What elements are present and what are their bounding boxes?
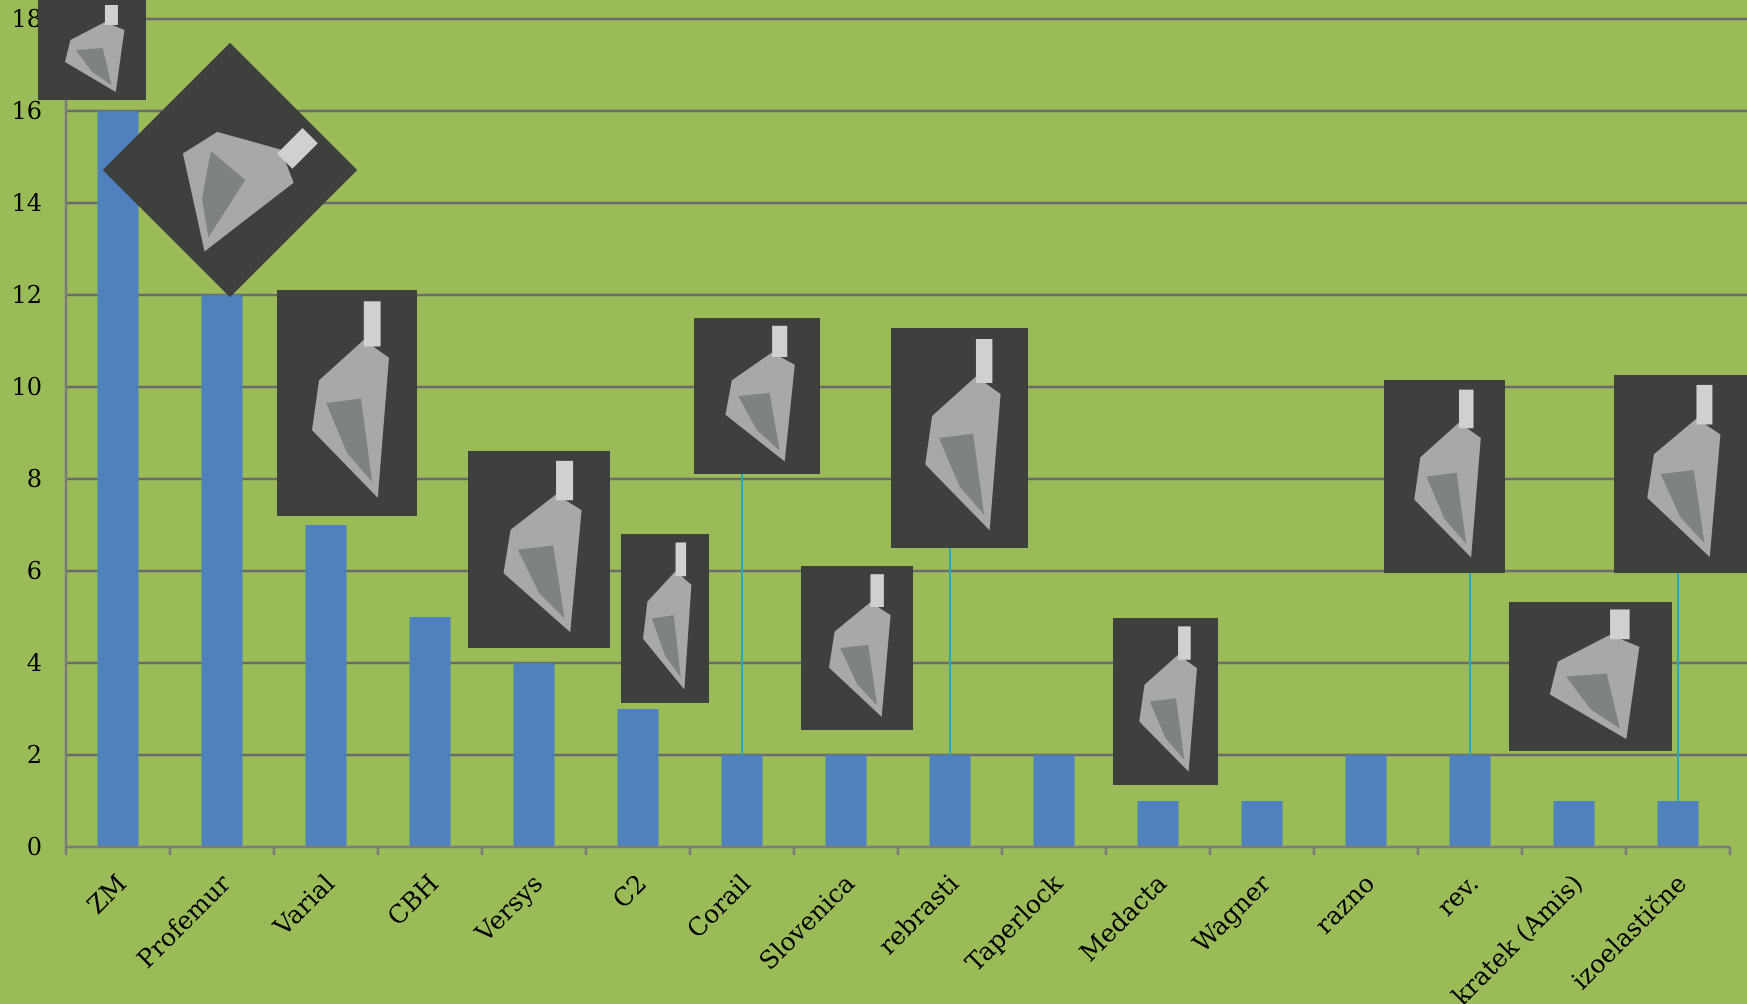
stem-texture: [938, 433, 985, 515]
stem-texture: [738, 392, 780, 451]
bar: [617, 709, 659, 847]
bar: [1449, 755, 1491, 847]
y-tick-label: 10: [11, 373, 42, 401]
bar: [409, 617, 451, 847]
stem-texture: [1660, 470, 1705, 544]
stem-neck: [277, 127, 318, 169]
stem-photo: [694, 318, 820, 474]
y-tick-label: 14: [11, 189, 42, 217]
stem-photo: [277, 290, 417, 516]
bar: [513, 663, 555, 847]
bar: [929, 755, 971, 847]
bar: [825, 755, 867, 847]
stem-texture: [1426, 472, 1467, 545]
bar: [1137, 801, 1179, 847]
bar: [305, 525, 347, 847]
bar: [97, 111, 139, 847]
bar: [721, 755, 763, 847]
x-tick-label: rev.: [1431, 869, 1484, 922]
bar: [1345, 755, 1387, 847]
stem-neck: [975, 339, 993, 383]
bar: [1553, 801, 1595, 847]
y-tick-label: 12: [11, 281, 42, 309]
stem-photo: [621, 534, 709, 703]
stem-neck: [363, 301, 381, 347]
stem-photo: [1509, 602, 1672, 751]
stem-photo: [1384, 380, 1505, 573]
stem-neck: [1610, 609, 1630, 640]
stem-neck: [1178, 626, 1191, 660]
bar: [1241, 801, 1283, 847]
x-tick-label: razno: [1309, 869, 1380, 940]
stem-texture: [651, 615, 681, 678]
stem-texture: [75, 48, 112, 85]
x-tick-label: Taperlock: [960, 868, 1069, 977]
stem-neck: [772, 325, 788, 357]
stem-texture: [201, 150, 246, 238]
stem-texture: [1149, 698, 1185, 760]
y-tick-label: 0: [27, 833, 42, 861]
stem-texture: [840, 644, 878, 706]
stem-photo: [891, 328, 1028, 548]
x-tick-label: Profemur: [131, 869, 236, 974]
x-tick-label: Varial: [267, 869, 340, 942]
stem-neck: [556, 460, 574, 501]
stem-photo: [468, 451, 610, 648]
y-tick-label: 6: [27, 557, 42, 585]
stem-photo: [801, 566, 913, 730]
x-tick-label: Corail: [681, 869, 756, 944]
bar: [1033, 755, 1075, 847]
y-axis-ticks: 0 2 4 6 8 10 12 14 16 18: [11, 5, 42, 861]
stem-neck: [1459, 389, 1474, 429]
stem-photo: [38, 0, 146, 100]
x-tick-label: Wagner: [1187, 869, 1276, 958]
stem-neck: [675, 542, 687, 577]
stem-photos: [38, 0, 1747, 801]
stem-texture: [1566, 673, 1620, 729]
bar: [1657, 801, 1699, 847]
stem-texture: [326, 398, 373, 483]
stem-neck: [104, 5, 118, 25]
bars: [97, 111, 1699, 847]
y-tick-label: 2: [27, 741, 42, 769]
y-tick-label: 16: [11, 97, 42, 125]
stem-neck: [1696, 384, 1713, 425]
x-tick-label: CBH: [382, 869, 444, 931]
x-axis: [64, 0, 1732, 855]
stem-photo: [1614, 375, 1747, 573]
stem-neck: [870, 574, 884, 607]
bar: [201, 295, 243, 847]
stem-photo: [1113, 618, 1218, 785]
y-tick-label: 4: [27, 649, 42, 677]
x-tick-label: Slovenica: [753, 869, 860, 976]
y-tick-label: 18: [11, 5, 42, 33]
x-tick-label: C2: [607, 869, 652, 914]
y-tick-label: 8: [27, 465, 42, 493]
x-tick-label: Medacta: [1074, 869, 1173, 968]
x-tick-label: rebrasti: [873, 869, 965, 961]
x-tick-label: ZM: [81, 869, 132, 920]
x-tick-label: Versys: [469, 869, 548, 948]
stem-texture: [517, 545, 565, 619]
